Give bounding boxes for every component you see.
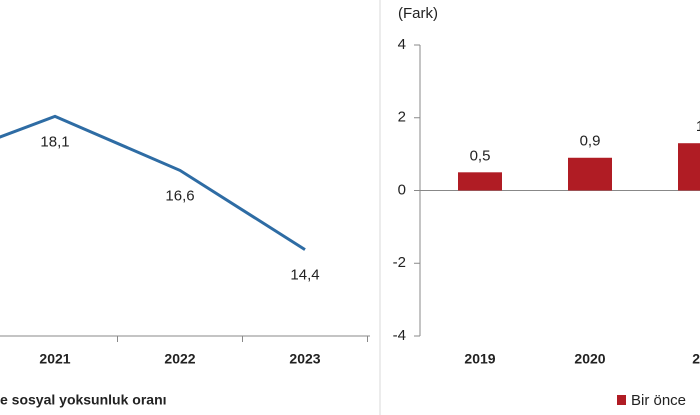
legend-swatch	[617, 395, 626, 405]
x-tick-label: 2020	[574, 351, 605, 367]
data-label: 0,9	[580, 133, 601, 150]
x-tick-label: 2021	[39, 351, 70, 367]
x-tick-label: 2022	[164, 351, 195, 367]
data-label: 18,1	[40, 133, 69, 150]
x-tick-label: 20	[692, 351, 700, 367]
y-tick-label: 2	[398, 109, 406, 126]
legend-label: e sosyal yoksunluk oranı	[0, 392, 167, 408]
data-line	[0, 114, 306, 251]
data-label: 14,4	[290, 267, 319, 284]
data-label: 0,5	[470, 147, 491, 164]
y-tick-label: -4	[393, 327, 406, 344]
bar	[568, 157, 612, 191]
y-axis-label: (Fark)	[398, 5, 438, 22]
bar	[678, 143, 700, 191]
y-tick-label: 0	[398, 181, 406, 198]
bar	[458, 172, 502, 191]
legend-label: Bir önce	[631, 392, 686, 409]
y-tick-label: -2	[393, 254, 406, 271]
x-tick-label: 2023	[289, 351, 320, 367]
data-label: 1	[696, 118, 700, 135]
data-label: 16,6	[165, 187, 194, 204]
y-tick-label: 4	[398, 36, 406, 53]
x-tick-label: 2019	[464, 351, 495, 367]
